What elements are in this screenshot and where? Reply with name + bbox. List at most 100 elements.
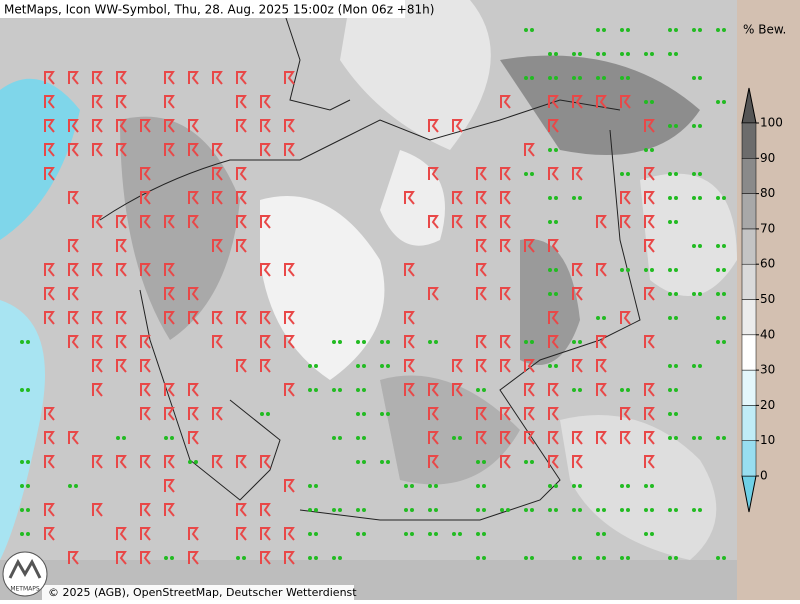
rain-symbol [356, 532, 360, 536]
thunder-symbol [164, 119, 175, 133]
thunder-symbol [644, 119, 655, 133]
rain-symbol [314, 484, 318, 488]
rain-symbol [530, 556, 534, 560]
thunder-symbol [500, 95, 511, 109]
rain-symbol [626, 28, 630, 32]
thunder-symbol [140, 263, 151, 277]
thunder-symbol [188, 527, 199, 541]
rain-symbol [698, 508, 702, 512]
rain-symbol [674, 292, 678, 296]
rain-symbol [530, 460, 534, 464]
rain-symbol [194, 460, 198, 464]
rain-symbol [644, 508, 648, 512]
rain-symbol [674, 28, 678, 32]
rain-symbol [260, 412, 264, 416]
rain-symbol [236, 556, 240, 560]
thunder-symbol [116, 119, 127, 133]
thunder-symbol [188, 551, 199, 565]
thunder-symbol [212, 71, 223, 85]
thunder-symbol [44, 503, 55, 517]
rain-symbol [242, 556, 246, 560]
rain-symbol [668, 292, 672, 296]
rain-symbol [674, 172, 678, 176]
rain-symbol [578, 484, 582, 488]
thunder-symbol [476, 263, 487, 277]
rain-symbol [650, 532, 654, 536]
thunder-symbol [140, 503, 151, 517]
thunder-symbol [476, 215, 487, 229]
rain-symbol [338, 388, 342, 392]
thunder-symbol [212, 191, 223, 205]
thunder-symbol [476, 407, 487, 421]
thunder-symbol [428, 287, 439, 301]
rain-symbol [602, 532, 606, 536]
copyright-box [42, 585, 354, 600]
rain-symbol [668, 52, 672, 56]
rain-symbol [530, 172, 534, 176]
rain-symbol [122, 436, 126, 440]
thunder-symbol [92, 359, 103, 373]
rain-symbol [428, 484, 432, 488]
rain-symbol [722, 100, 726, 104]
thunder-symbol [68, 431, 79, 445]
thunder-symbol [524, 359, 535, 373]
thunder-symbol [572, 455, 583, 469]
colorbar-band [741, 334, 757, 371]
rain-symbol [722, 268, 726, 272]
rain-symbol [596, 532, 600, 536]
rain-symbol [20, 484, 24, 488]
rain-symbol [308, 388, 312, 392]
rain-symbol [668, 364, 672, 368]
rain-symbol [530, 508, 534, 512]
title-box [0, 0, 405, 18]
thunder-symbol [92, 503, 103, 517]
rain-symbol [314, 556, 318, 560]
rain-symbol [602, 556, 606, 560]
thunder-symbol [428, 383, 439, 397]
thunder-symbol [548, 431, 559, 445]
thunder-symbol [92, 215, 103, 229]
thunder-symbol [596, 263, 607, 277]
rain-symbol [596, 316, 600, 320]
rain-symbol [578, 508, 582, 512]
rain-symbol [548, 292, 552, 296]
rain-symbol [668, 412, 672, 416]
rain-symbol [434, 532, 438, 536]
rain-symbol [170, 556, 174, 560]
rain-symbol [674, 196, 678, 200]
rain-symbol [530, 76, 534, 80]
thunder-symbol [236, 95, 247, 109]
thunder-symbol [260, 335, 271, 349]
rain-symbol [596, 556, 600, 560]
rain-symbol [596, 508, 600, 512]
rain-symbol [548, 148, 552, 152]
colorbar: 0 10 20 30 40 50 60 70 80 90 100 [741, 87, 783, 513]
thunder-symbol [68, 191, 79, 205]
rain-symbol [650, 484, 654, 488]
colorbar-band [741, 299, 757, 336]
rain-symbol [452, 436, 456, 440]
rain-symbol [362, 412, 366, 416]
rain-symbol [458, 436, 462, 440]
rain-symbol [716, 196, 720, 200]
thunder-symbol [404, 359, 415, 373]
rain-symbol [692, 196, 696, 200]
colorbar-tick-label: 0 [760, 469, 768, 483]
rain-symbol [626, 52, 630, 56]
rain-symbol [548, 508, 552, 512]
thunder-symbol [260, 311, 271, 325]
thunder-symbol [68, 551, 79, 565]
rain-symbol [644, 484, 648, 488]
rain-symbol [554, 268, 558, 272]
thunder-symbol [452, 191, 463, 205]
rain-symbol [692, 244, 696, 248]
rain-symbol [362, 436, 366, 440]
thunder-symbol [284, 71, 295, 85]
rain-symbol [698, 172, 702, 176]
thunder-symbol [236, 167, 247, 181]
rain-symbol [20, 508, 24, 512]
rain-symbol [338, 340, 342, 344]
thunder-symbol [644, 191, 655, 205]
thunder-symbol [44, 119, 55, 133]
